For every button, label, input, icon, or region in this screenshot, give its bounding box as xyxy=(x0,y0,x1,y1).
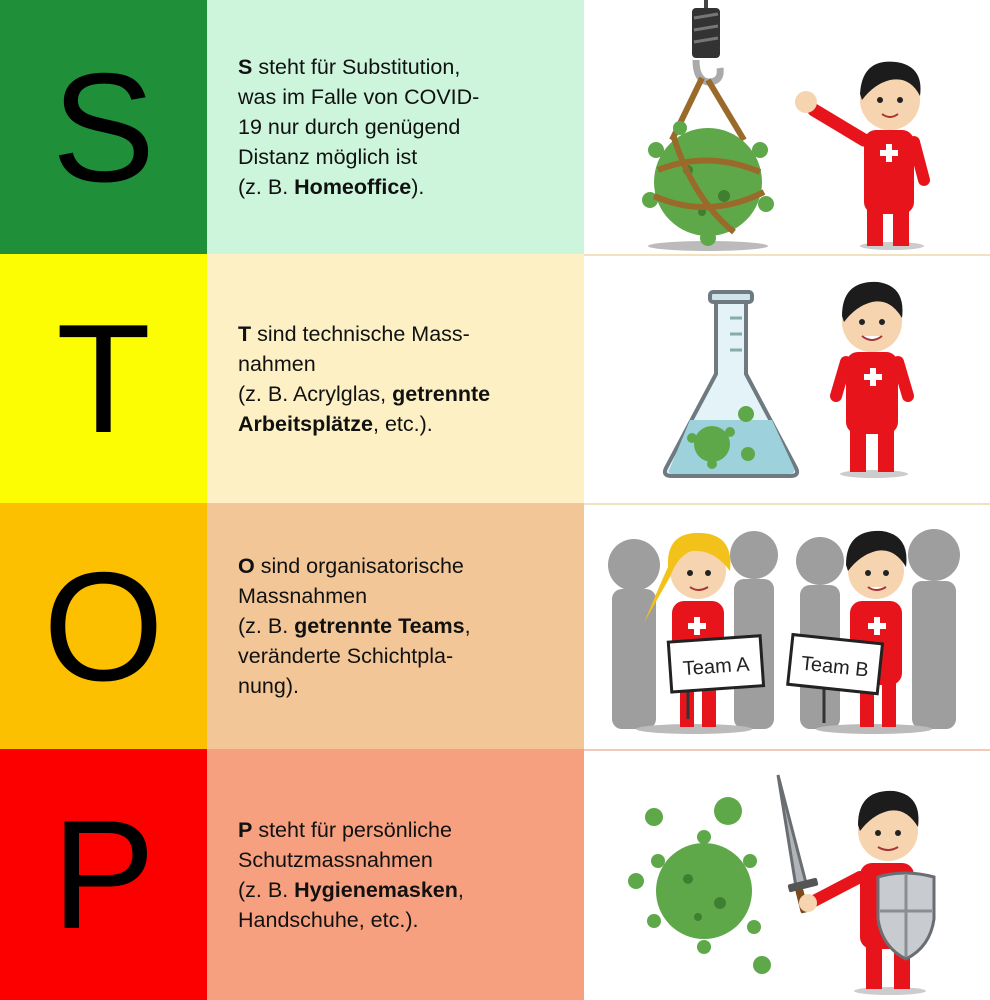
row-substitution: S S steht für Substitution, was im Falle… xyxy=(0,0,990,254)
description-o: O sind organisatorische Massnahmen (z. B… xyxy=(238,554,471,698)
letter-o: O xyxy=(43,539,164,713)
illustration-o: Team A Team B xyxy=(584,503,990,749)
row-organisational: O O sind organisatorische Massnahmen (z.… xyxy=(0,503,990,749)
crane-hook-virus-icon xyxy=(642,0,930,251)
illustration-p xyxy=(584,749,990,1000)
team-signs-icon: Team A Team B xyxy=(608,529,960,734)
text-cell-t: T sind technische Mass- nahmen (z. B. Ac… xyxy=(207,254,584,503)
lab-flask-icon xyxy=(662,281,914,478)
text-cell-p: P steht für persönliche Schutzmassnahmen… xyxy=(207,749,584,1000)
letter-cell-s: S xyxy=(0,0,207,254)
lead-o: O xyxy=(238,554,255,578)
description-s: S steht für Substitution, was im Falle v… xyxy=(238,55,480,199)
sword-shield-icon xyxy=(628,774,936,995)
letter-cell-p: P xyxy=(0,749,207,1000)
text-cell-s: S steht für Substitution, was im Falle v… xyxy=(207,0,584,254)
row-technical: T T sind technische Mass- nahmen (z. B. … xyxy=(0,254,990,503)
letter-t: T xyxy=(56,292,151,465)
letter-cell-t: T xyxy=(0,254,207,503)
illustration-t xyxy=(584,254,990,503)
letter-p: P xyxy=(51,788,156,961)
lead-s: S xyxy=(238,55,253,79)
description-t: T sind technische Mass- nahmen (z. B. Ac… xyxy=(238,321,491,436)
lead-p: P xyxy=(238,817,253,842)
letter-s: S xyxy=(51,40,156,214)
row-personal: P P steht für persönliche Schutzmassnahm… xyxy=(0,749,990,1000)
lead-t: T xyxy=(238,321,252,346)
illustration-s xyxy=(584,0,990,254)
sign-team-a: Team A xyxy=(682,654,751,681)
description-p: P steht für persönliche Schutzmassnahmen… xyxy=(238,817,464,932)
text-cell-o: O sind organisatorische Massnahmen (z. B… xyxy=(207,503,584,749)
letter-cell-o: O xyxy=(0,503,207,749)
